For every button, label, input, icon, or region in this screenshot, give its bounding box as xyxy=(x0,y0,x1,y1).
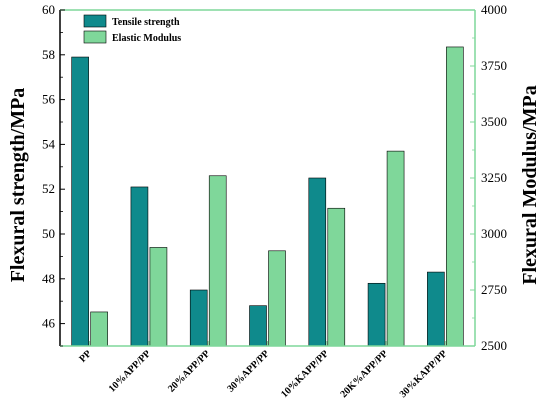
legend-swatch-modulus xyxy=(83,30,107,44)
bar-elastic-modulus xyxy=(208,175,227,347)
bar-tensile-strength xyxy=(367,282,386,347)
bar-elastic-modulus xyxy=(327,207,346,347)
y-tick-label-left: 48 xyxy=(42,271,55,286)
bar-tensile-strength xyxy=(71,56,89,347)
bar-elastic-modulus xyxy=(268,250,286,347)
y-tick-label-right: 2500 xyxy=(481,338,507,353)
x-tick-label: 20K%APP/PP xyxy=(338,348,390,400)
bar-tensile-strength xyxy=(249,305,267,347)
y-tick-label-left: 56 xyxy=(42,92,56,107)
bar-elastic-modulus xyxy=(149,247,168,347)
bars xyxy=(71,46,464,347)
legend-swatch-tensile xyxy=(83,14,107,28)
legend-label-tensile: Tensile strength xyxy=(112,17,180,28)
bar-tensile-strength xyxy=(130,186,149,347)
y-tick-label-left: 54 xyxy=(42,136,56,151)
bar-tensile-strength xyxy=(308,177,327,347)
bar-tensile-strength xyxy=(189,289,208,347)
bar-tensile-strength xyxy=(427,271,445,347)
y-axis-title-left: Flexural strength/MPa xyxy=(7,88,29,283)
bar-elastic-modulus xyxy=(446,46,464,347)
y-tick-label-left: 58 xyxy=(42,47,55,62)
x-tick-label: 10%KAPP/PP xyxy=(279,348,331,400)
y-tick-label-left: 50 xyxy=(42,226,55,241)
y-tick-label-left: 52 xyxy=(42,181,55,196)
x-tick-label: PP xyxy=(77,348,93,364)
legend: Tensile strength Elastic Modulus xyxy=(83,14,181,44)
x-tick-label: 30%APP/PP xyxy=(225,348,271,394)
y-tick-label-right: 3000 xyxy=(481,226,507,241)
y-axis-title-right: Flexural Modulus/MPa xyxy=(519,85,541,284)
y-tick-label-right: 3250 xyxy=(481,170,507,185)
x-tick-label: 10%APP/PP xyxy=(107,348,153,394)
y-tick-label-right: 4000 xyxy=(481,2,507,17)
y-tick-label-left: 60 xyxy=(42,2,55,17)
bar-elastic-modulus xyxy=(386,150,405,347)
bar-elastic-modulus xyxy=(90,311,108,347)
y-tick-label-left: 46 xyxy=(42,316,56,331)
legend-label-modulus: Elastic Modulus xyxy=(112,33,181,44)
x-tick-label: 30%KAPP/PP xyxy=(398,348,450,400)
y-tick-label-right: 2750 xyxy=(481,282,507,297)
x-tick-label: 20%APP/PP xyxy=(166,348,212,394)
y-tick-label-right: 3750 xyxy=(481,58,507,73)
y-tick-label-right: 3500 xyxy=(481,114,507,129)
